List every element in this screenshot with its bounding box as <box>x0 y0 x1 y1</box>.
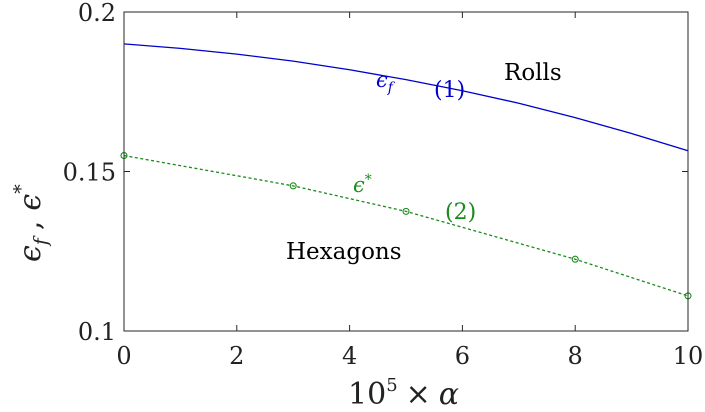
x-tick-label: 6 <box>455 342 470 370</box>
x-axis-label-exp: 5 <box>386 375 397 396</box>
x-axis-label: 105 × α <box>348 375 459 412</box>
x-tick-label: 4 <box>342 342 357 370</box>
x-axis-label-var: α <box>439 377 459 412</box>
series-2-label: ϵ* <box>353 172 372 197</box>
plot-area <box>120 43 692 300</box>
series-1-label-main: ϵ <box>376 68 388 92</box>
x-tick-label: 8 <box>568 342 583 370</box>
hexagons-label: Hexagons <box>286 239 402 265</box>
series-2-label-main: ϵ <box>353 173 365 197</box>
y-tick-label: 0.15 <box>63 159 116 187</box>
series-2-point <box>402 207 410 215</box>
y-tick-label: 0.1 <box>78 318 116 346</box>
series-1-line <box>123 43 689 152</box>
series-2-line <box>123 154 689 297</box>
x-axis-label-op: × <box>406 377 431 412</box>
series-1-label: ϵf <box>376 68 396 96</box>
series-2-number-label: (2) <box>445 200 476 225</box>
series-2-point <box>571 255 579 263</box>
axes-frame <box>123 11 689 332</box>
x-tick-label: 0 <box>116 342 131 370</box>
series-2-label-sup: * <box>365 172 372 188</box>
series-1-number-label: (1) <box>434 78 465 103</box>
x-axis-label-base: 10 <box>348 377 386 412</box>
x-tick-label: 2 <box>229 342 244 370</box>
series-2-point <box>289 182 297 190</box>
y-axis-label: ϵf,ϵ* <box>10 184 52 262</box>
series-1-label-sub: f <box>387 80 396 96</box>
y-axis-label-b-sup: * <box>10 184 32 194</box>
axes: 0 2 4 6 8 10 0.1 0.15 0.2 <box>63 0 704 370</box>
y-axis-label-b: ϵ <box>13 194 48 211</box>
rolls-label: Rolls <box>504 60 562 86</box>
y-axis-label-a: ϵ <box>13 245 48 262</box>
y-axis-label-sep: , <box>13 221 48 231</box>
y-axis-label-a-sub: f <box>30 235 52 247</box>
y-tick-label: 0.2 <box>78 0 116 27</box>
x-tick-label: 10 <box>673 342 704 370</box>
